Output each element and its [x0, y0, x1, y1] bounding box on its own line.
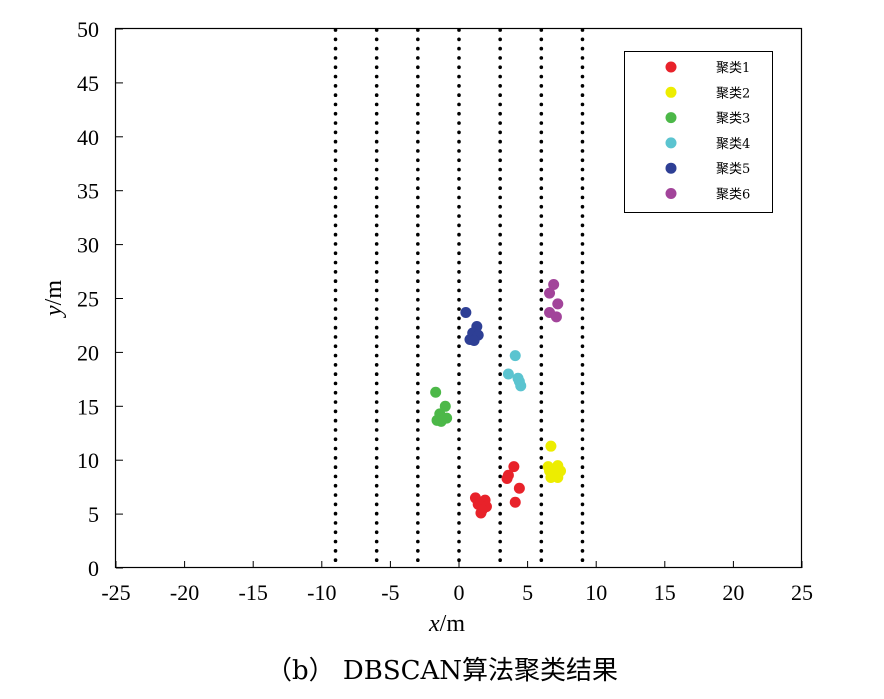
legend-label: 聚类4 [716, 137, 750, 152]
legend-marker [665, 112, 677, 124]
data-point [552, 298, 564, 310]
y-tick-label: 35 [77, 179, 99, 204]
legend-marker [665, 86, 677, 98]
legend-marker [665, 162, 677, 174]
data-point [515, 380, 527, 392]
data-point [468, 335, 480, 347]
data-point [435, 415, 447, 427]
data-point [439, 400, 451, 412]
x-tick-label: 10 [585, 580, 607, 605]
x-tick-label: -5 [381, 580, 399, 605]
x-tick-label: 0 [454, 580, 465, 605]
scatter-plot: -25 -20 -15 -10 -5 0 5 10 15 20 25 0 5 10 15 20 25 30 35 4… [41, 17, 813, 637]
x-tick-labels: -25 -20 -15 -10 -5 0 5 10 15 20 25 [101, 580, 813, 605]
y-tick-label: 5 [88, 502, 99, 527]
data-point [509, 350, 521, 362]
x-tick-label: -20 [170, 580, 199, 605]
legend-marker [665, 137, 677, 149]
x-tick-label: 20 [722, 580, 744, 605]
y-tick-label: 40 [77, 125, 99, 150]
data-point [550, 311, 562, 323]
x-tick-label: 25 [791, 580, 813, 605]
data-point [513, 482, 525, 494]
data-point [552, 471, 564, 483]
y-tick-label: 20 [77, 340, 99, 365]
legend: 聚类1 聚类2 聚类3 聚类4 聚类5 聚类6 [624, 51, 773, 213]
legend-label: 聚类2 [716, 86, 750, 101]
x-tick-label: 15 [654, 580, 676, 605]
dotted-lines [333, 28, 585, 569]
legend-box [624, 51, 773, 213]
x-tick-label: -25 [101, 580, 130, 605]
data-point [430, 386, 442, 398]
legend-marker [665, 188, 677, 199]
data-point [501, 473, 513, 485]
legend-label: 聚类1 [716, 61, 750, 76]
data-point [508, 461, 520, 473]
data-point [502, 368, 514, 380]
y-axis-title: y/m [41, 280, 67, 318]
data-point [509, 496, 521, 508]
legend-marker [665, 61, 677, 73]
x-axis-title: x/m [428, 611, 465, 637]
y-tick-label: 0 [88, 556, 99, 581]
data-point [544, 287, 556, 299]
y-tick-label: 45 [77, 71, 99, 96]
y-tick-label: 30 [77, 233, 99, 258]
data-points [430, 278, 567, 519]
y-tick-label: 25 [77, 287, 99, 312]
x-tick-label: -10 [307, 580, 336, 605]
legend-label: 聚类5 [716, 162, 750, 177]
y-tick-label: 15 [77, 394, 99, 419]
data-point [460, 307, 472, 319]
y-tick-labels: 0 5 10 15 20 25 30 35 40 45 50 [77, 17, 99, 581]
axis-ticks [115, 28, 803, 569]
legend-label: 聚类3 [716, 112, 750, 127]
data-point [548, 278, 560, 290]
data-point [475, 507, 487, 519]
x-tick-label: 5 [522, 580, 533, 605]
legend-label: 聚类6 [716, 188, 750, 203]
y-tick-label: 50 [77, 17, 99, 42]
figure-caption: （b） DBSCAN算法聚类结果 [265, 656, 619, 686]
data-point [545, 440, 557, 452]
y-tick-label: 10 [77, 448, 99, 473]
x-tick-label: -15 [239, 580, 268, 605]
